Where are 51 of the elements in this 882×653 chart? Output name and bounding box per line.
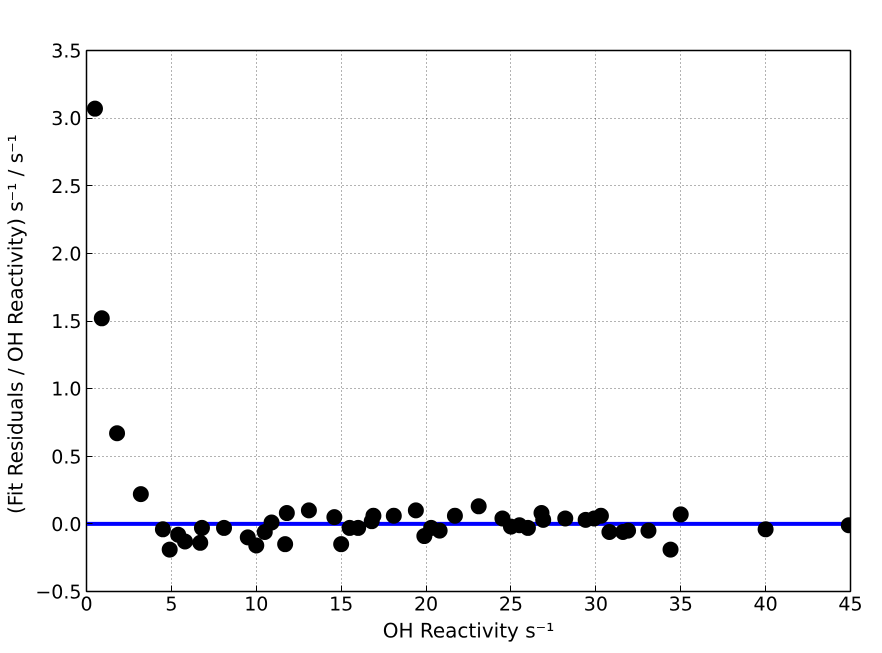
point [154, 521, 171, 538]
point [94, 310, 110, 326]
x-tick-label: 5 [165, 594, 178, 616]
point [601, 524, 618, 540]
point [640, 522, 656, 539]
point [662, 542, 679, 558]
point [326, 509, 342, 526]
point [248, 538, 264, 554]
point [86, 100, 103, 117]
point [470, 498, 487, 514]
y-tick-label: 2.0 [51, 243, 82, 266]
y-tick-label: 0.5 [51, 446, 82, 468]
y-tick-label: 1.0 [51, 378, 82, 401]
point [557, 510, 574, 526]
x-tick-label: 10 [244, 594, 268, 616]
y-tick-label: 3.0 [51, 108, 82, 130]
point [386, 508, 402, 524]
x-axis-title: OH Reactivity s⁻¹ [382, 618, 554, 642]
y-axis-title: (Fit Residuals / OH Reactivity) s⁻¹ / s⁻¹ [3, 134, 28, 514]
x-tick-label: 35 [668, 594, 693, 616]
point [446, 508, 463, 524]
y-tick-label: −0.5 [35, 582, 82, 604]
y-tick-label: 0.0 [51, 514, 82, 536]
y-tick-label: 2.5 [51, 176, 82, 198]
x-tick-label: 40 [754, 594, 778, 616]
point [300, 502, 317, 518]
point [216, 520, 232, 536]
x-tick-label: 45 [838, 594, 863, 616]
y-tick-label: 1.5 [51, 311, 82, 333]
point [176, 533, 193, 550]
point [132, 486, 149, 502]
point [592, 508, 609, 524]
point [672, 506, 689, 522]
point [408, 502, 424, 518]
point [278, 505, 295, 522]
point [264, 514, 280, 531]
point [192, 534, 208, 551]
point [109, 425, 126, 442]
point [194, 520, 210, 536]
x-tick-label: 0 [80, 594, 93, 616]
x-tick-label: 15 [329, 594, 354, 616]
x-tick-label: 20 [414, 594, 438, 616]
y-tick-label: 3.5 [51, 40, 82, 62]
x-tick-label: 30 [584, 594, 608, 616]
point [277, 536, 294, 552]
point [758, 521, 774, 538]
point [333, 536, 350, 552]
point [162, 542, 178, 558]
point [432, 522, 448, 539]
x-tick-label: 25 [498, 594, 524, 616]
point [520, 520, 536, 536]
